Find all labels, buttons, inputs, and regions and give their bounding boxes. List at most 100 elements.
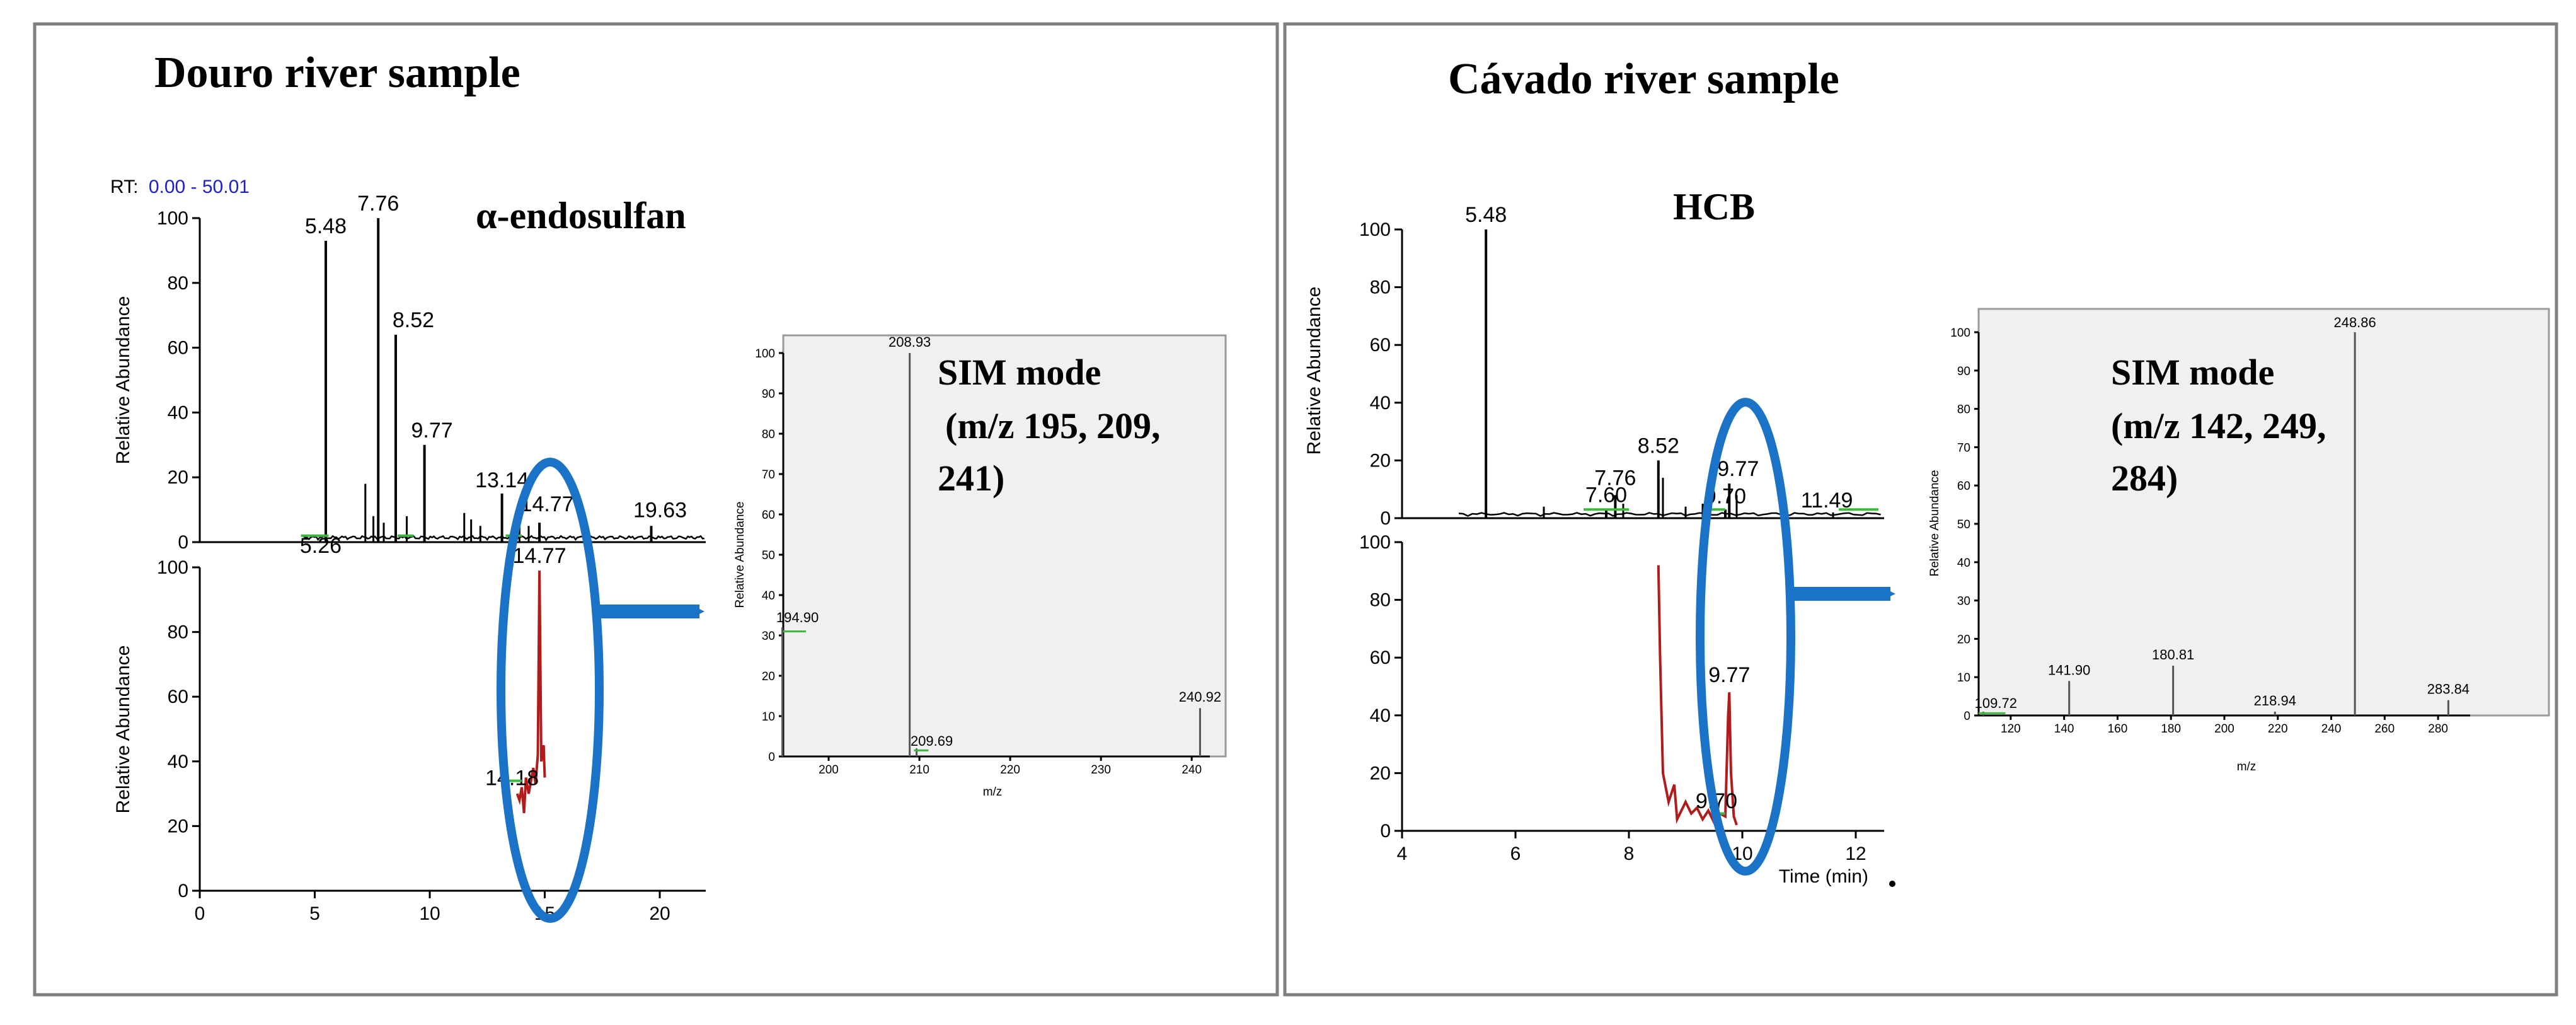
tic-baseline (302, 535, 704, 541)
left-highlight-ellipse (497, 458, 604, 923)
y-tick-label: 20 (1370, 763, 1391, 784)
x-tick-label: 240 (2321, 722, 2342, 736)
cavado-mass-spectrum: 0 10 20 30 40 50 60 70 80 90 100 120 140 160 180 200 220… (1928, 308, 2550, 773)
right-sim-ions-line2: 284) (2111, 458, 2178, 499)
y-tick-label: 0 (178, 532, 188, 553)
x-tick-label: 180 (2161, 722, 2181, 736)
peak-label: 19.63 (633, 498, 687, 522)
y-tick-label: 80 (168, 273, 188, 294)
y-tick-label: 0 (1964, 710, 1970, 723)
y-tick-label: 60 (1957, 480, 1970, 493)
y-tick-label: 100 (157, 557, 188, 578)
x-tick-label: 200 (819, 763, 839, 777)
spectrum-background (1977, 308, 2550, 717)
x-tick-label: 160 (2108, 722, 2128, 736)
x-tick-label: 220 (2268, 722, 2288, 736)
sim-trace (1657, 565, 1738, 826)
peak-label: 5.48 (305, 214, 347, 238)
y-tick-label: 100 (157, 208, 188, 229)
spectrum-peak-label: 208.93 (888, 334, 931, 350)
right-sim-mode-title: SIM mode (2111, 352, 2274, 393)
left-sim-ions-line2: 241) (938, 458, 1004, 499)
left-panel-title: Douro river sample (154, 49, 520, 97)
y-tick-label: 90 (762, 388, 775, 401)
left-panel-frame (33, 22, 1279, 997)
y-tick-label: 80 (168, 622, 188, 643)
y-tick-label: 20 (1957, 633, 1970, 646)
x-tick-label: 12 (1845, 843, 1866, 864)
right-sim-ions-line1: (m/z 142, 249, (2111, 405, 2326, 446)
peak-label: 9.77 (411, 419, 453, 443)
rt-label: RT: 0.00 - 50.01 (110, 177, 250, 197)
x-tick-label: 140 (2054, 722, 2074, 736)
stray-dot (1889, 881, 1895, 887)
y-tick-label: 20 (168, 467, 188, 488)
spectrum-peak-label: 209.69 (911, 733, 953, 749)
y-tick-label: 40 (168, 402, 188, 423)
y-tick-label: 80 (762, 428, 775, 441)
spectrum-peak-label: 240.92 (1179, 689, 1221, 705)
peak-label: 9.77 (1717, 457, 1759, 481)
x-tick-label: 6 (1510, 843, 1521, 864)
y-tick-label: 10 (1957, 671, 1970, 685)
y-tick-label: 60 (1370, 647, 1391, 668)
peak-label: 5.48 (1465, 203, 1507, 227)
spectrum-peak-label: 248.86 (2333, 315, 2376, 330)
x-tick-label: 280 (2428, 722, 2448, 736)
y-axis-label: Relative Abundance (1928, 470, 1941, 576)
left-compound-label: α-endosulfan (476, 195, 686, 236)
douro-tic-chromatogram: 0 20 40 60 80 100 Relative Abundance 5.26 5.48 7.… (113, 192, 706, 558)
y-tick-label: 90 (1957, 365, 1970, 378)
left-sim-ions-line1: (m/z 195, 209, (945, 405, 1161, 446)
y-tick-label: 70 (1957, 441, 1970, 455)
y-tick-label: 40 (168, 751, 188, 772)
y-tick-label: 0 (178, 881, 188, 901)
peak-label: 14.77 (513, 544, 566, 568)
x-tick-label: 0 (195, 903, 205, 924)
peak-label: 7.76 (1594, 466, 1636, 490)
y-tick-label: 0 (1380, 821, 1391, 842)
y-tick-label: 40 (1370, 393, 1391, 414)
x-axis-label: Time (min) (1779, 866, 1868, 887)
y-axis-label: Relative Abundance (113, 296, 134, 465)
y-tick-label: 80 (1370, 590, 1391, 611)
spectrum-background (782, 334, 1227, 758)
peak-label: 13.14 (475, 468, 529, 492)
y-axis-label: Relative Abundance (113, 646, 134, 814)
spectrum-peak-label: 141.90 (2048, 662, 2090, 678)
x-tick-label: 240 (1182, 763, 1202, 777)
spectrum-peak-label: 109.72 (1975, 695, 2017, 711)
y-tick-label: 100 (1950, 327, 1970, 340)
x-tick-label: 210 (909, 763, 929, 777)
peak-label: 8.52 (393, 308, 434, 332)
x-axis-label: m/z (2237, 760, 2257, 773)
right-highlight-ellipse (1696, 398, 1795, 876)
x-tick-label: 10 (419, 903, 440, 924)
spectrum-peak-label: 218.94 (2254, 693, 2296, 709)
y-tick-label: 20 (762, 670, 775, 683)
x-tick-label: 8 (1624, 843, 1635, 864)
y-tick-label: 60 (168, 338, 188, 359)
x-tick-label: 260 (2374, 722, 2395, 736)
x-tick-label: 230 (1091, 763, 1111, 777)
douro-mass-spectrum: 0 10 20 30 40 50 60 70 80 90 100 200 210 220 230 240 Rel… (733, 334, 1227, 799)
y-tick-label: 40 (1957, 557, 1970, 570)
y-tick-label: 80 (1370, 277, 1391, 298)
y-tick-label: 60 (1370, 335, 1391, 356)
y-axis-label: Relative Abundance (733, 501, 747, 608)
x-tick-label: 200 (2214, 722, 2234, 736)
x-tick-label: 5 (309, 903, 320, 924)
y-tick-label: 40 (762, 589, 775, 603)
left-sim-mode-title: SIM mode (938, 352, 1101, 393)
y-tick-label: 20 (1370, 450, 1391, 471)
right-panel-title: Cávado river sample (1448, 55, 1839, 103)
peak-label: 9.77 (1708, 663, 1750, 687)
y-tick-label: 50 (762, 549, 775, 562)
spectrum-peak-label: 194.90 (776, 610, 819, 625)
y-tick-label: 40 (1370, 705, 1391, 726)
right-panel-frame (1283, 22, 2558, 997)
y-tick-label: 30 (1957, 595, 1970, 608)
spectrum-peak-label: 283.84 (2427, 681, 2470, 697)
